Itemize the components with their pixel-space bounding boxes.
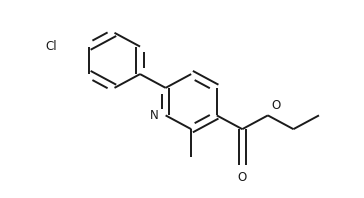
Text: N: N xyxy=(150,109,158,122)
Text: Cl: Cl xyxy=(45,40,57,53)
Text: O: O xyxy=(272,99,281,112)
Text: O: O xyxy=(238,171,247,184)
